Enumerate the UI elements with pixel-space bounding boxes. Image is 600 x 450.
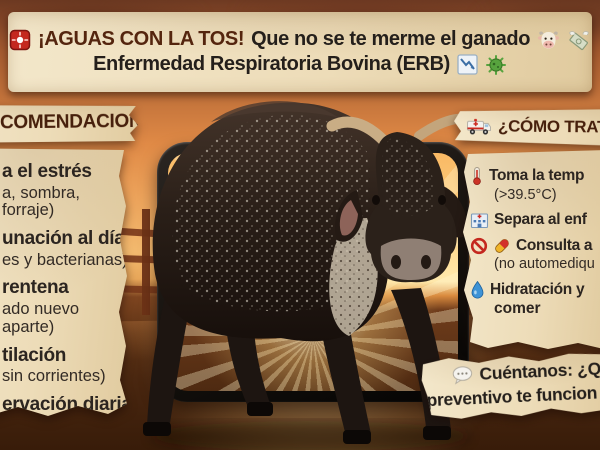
list-item: Toma la temp (>39.5°C) xyxy=(470,166,600,203)
cow-icon xyxy=(537,31,560,48)
right-panel-header-wrap: ¿CÓMO TRAT xyxy=(452,107,600,147)
thermometer-icon xyxy=(473,167,481,185)
right-panel-wrap: Toma la temp (>39.5°C) Separa al enf xyxy=(458,150,600,350)
speech-bubble-icon xyxy=(451,365,474,385)
item-title: Consulta a xyxy=(516,237,593,255)
left-panel-header: COMENDACIONES DE ORO: xyxy=(0,103,146,143)
left-panel-header-wrap: COMENDACIONES DE ORO: xyxy=(0,103,146,143)
list-item: ervación diaria cta rápido) xyxy=(2,393,132,416)
hospital-icon xyxy=(470,213,489,229)
alert-subtitle: Que no se te merme el ganado xyxy=(251,28,531,50)
recommendations-panel: a el estrés a, sombra, forraje) unación … xyxy=(0,148,128,416)
list-item: tilación sin corrientes) xyxy=(2,344,127,386)
flying-money-icon xyxy=(569,30,589,50)
droplet-icon xyxy=(471,281,484,299)
pill-icon xyxy=(495,239,509,254)
left-panel-wrap: a el estrés a, sombra, forraje) unación … xyxy=(0,148,132,420)
siren-icon xyxy=(9,29,31,50)
chart-down-icon xyxy=(457,54,478,75)
item-note: comer xyxy=(494,300,541,318)
treatment-panel: Toma la temp (>39.5°C) Separa al enf xyxy=(463,150,600,350)
list-item: Hidratación y comer xyxy=(470,280,600,317)
item-title: ervación diaria xyxy=(2,393,132,415)
item-note: (no automediqu xyxy=(494,256,595,273)
list-item: rentena ado nuevo aparte) xyxy=(2,277,127,336)
list-item: unación al día es y bacterianas) xyxy=(2,228,128,269)
item-note: ado nuevo aparte) xyxy=(2,299,80,336)
list-item: Consulta a (no automediqu xyxy=(470,237,600,272)
item-title: unación al día xyxy=(2,228,125,250)
header-line-1: ¡AGUAS CON LA TOS! Que no se te merme el… xyxy=(9,28,591,51)
header-banner: ¡AGUAS CON LA TOS! Que no se te merme el… xyxy=(8,12,592,92)
item-title: Separa al enf xyxy=(494,211,587,229)
item-title: Hidratación y xyxy=(490,280,585,298)
item-note: es y bacterianas) xyxy=(2,250,128,269)
how-to-treat-title: ¿CÓMO TRAT xyxy=(497,116,600,137)
disease-name: Enfermedad Respiratoria Bovina (ERB) xyxy=(93,53,450,75)
bottom-banner-wrap: Cuéntanos: ¿Qué preventivo te funcion xyxy=(419,347,600,422)
cta-line-1: Cuéntanos: ¿Qué xyxy=(425,357,600,387)
no-entry-icon xyxy=(470,238,488,255)
item-note: sin corrientes) xyxy=(2,367,106,386)
alert-title: ¡AGUAS CON LA TOS! xyxy=(37,28,245,50)
call-to-action-banner: Cuéntanos: ¿Qué preventivo te funcion xyxy=(419,347,600,422)
item-note: (>39.5°C) xyxy=(494,187,557,203)
item-note: a, sombra, forraje) xyxy=(2,183,80,220)
right-panel-header: ¿CÓMO TRAT xyxy=(452,107,600,147)
cta-text: Cuéntanos: ¿Qué xyxy=(478,357,600,384)
item-title: rentena xyxy=(2,277,69,299)
list-item: Separa al enf xyxy=(470,211,600,229)
ambulance-icon xyxy=(466,116,492,136)
list-item: a el estrés a, sombra, forraje) xyxy=(2,161,127,220)
microbe-icon xyxy=(485,54,506,75)
item-title: Toma la temp xyxy=(489,166,585,184)
item-title: tilación xyxy=(2,344,67,366)
item-title: a el estrés xyxy=(2,161,92,182)
header-line-2: Enfermedad Respiratoria Bovina (ERB) xyxy=(93,53,507,76)
